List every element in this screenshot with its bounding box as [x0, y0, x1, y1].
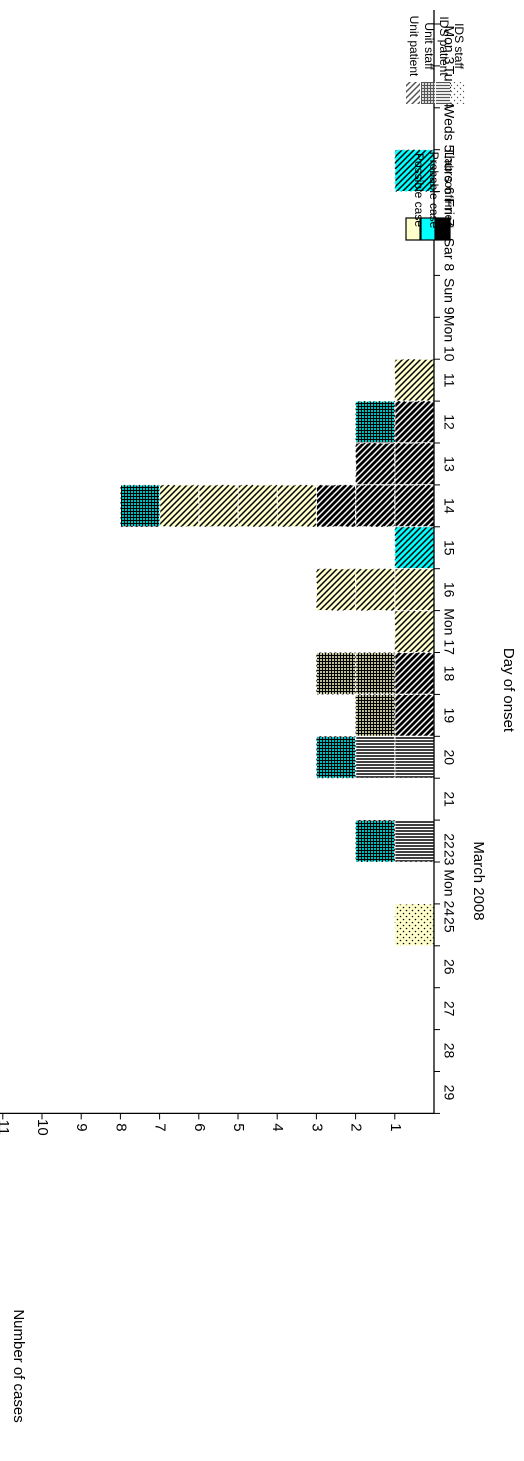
legend-swatch-possible: [405, 217, 421, 241]
legend-label-probable: Probable case: [427, 152, 441, 229]
category-label-weds-5: Weds 5: [441, 105, 457, 152]
legend-label-ids_patient: IDS patient: [437, 16, 451, 76]
y-axis-title: Number of cases: [10, 1309, 27, 1422]
case-square-16-3: [315, 568, 357, 612]
case-square-18-1: [394, 651, 435, 696]
category-label-11: 11: [441, 373, 457, 388]
legend-label-ids_staff: IDS staff: [452, 23, 466, 69]
category-label-15: 15: [441, 540, 457, 556]
category-label-27: 27: [441, 1001, 457, 1017]
category-label-21: 21: [441, 791, 457, 807]
case-square-12-1: [394, 400, 435, 444]
case-square-13-2: [355, 442, 396, 486]
case-square-16-2: [355, 568, 396, 612]
category-label-sun-9: Sun 9: [441, 278, 457, 315]
value-tick-label: 11: [0, 1120, 12, 1136]
category-label-mon-17: Mon 17: [441, 608, 457, 655]
case-square-13-1: [394, 442, 435, 486]
case-square-20-3: [315, 735, 357, 779]
case-square-14-8: [119, 484, 161, 528]
value-tick-label: 5: [230, 1123, 247, 1131]
legend-label-possible: Possible case: [412, 153, 426, 227]
value-tick-label: 4: [269, 1123, 286, 1131]
category-label-23-mon-24: 23 Mon 24: [441, 850, 457, 916]
legend-pattern-ids_staff: [451, 82, 465, 104]
case-square-mon-17-1: [394, 609, 435, 654]
category-label-18: 18: [441, 666, 457, 682]
case-square-22-2: [355, 819, 396, 863]
category-label-13: 13: [441, 456, 457, 472]
case-square-15-1: [394, 526, 435, 570]
legend-label-unit_patient: Unit patient: [407, 16, 421, 77]
case-square-12-2: [355, 400, 396, 444]
category-label-25: 25: [441, 917, 457, 933]
plot-area: [119, 149, 435, 947]
legend-swatch-probable: [420, 217, 436, 241]
legend-pattern-unit_patient: [406, 82, 420, 104]
legend-label-unit_staff: Unit staff: [422, 22, 436, 70]
value-tick-label: 7: [152, 1123, 169, 1131]
value-tick-label: 6: [191, 1123, 208, 1131]
category-label-19: 19: [441, 708, 457, 724]
value-tick-label: 8: [112, 1123, 129, 1131]
case-square-18-2: [355, 651, 396, 696]
category-label-14: 14: [441, 498, 457, 514]
case-square-14-2: [355, 484, 396, 528]
category-label-sar-8: Sar 8: [441, 238, 457, 272]
legend-pattern-unit_staff: [421, 82, 435, 104]
value-tick-label: 2: [348, 1123, 365, 1131]
value-tick-label: 3: [308, 1123, 325, 1131]
legend-pattern-ids_patient: [436, 82, 450, 104]
category-label-mon-10: Mon 10: [441, 315, 457, 362]
case-square-14-4: [276, 484, 318, 528]
case-square-19-1: [394, 693, 435, 737]
category-label-29: 29: [441, 1085, 457, 1101]
case-square-20-1: [394, 735, 435, 779]
category-label-12: 12: [441, 414, 457, 430]
value-tick-label: 9: [73, 1123, 90, 1131]
case-square-20-2: [355, 735, 396, 779]
x-axis-title: Day of onset: [500, 648, 517, 733]
category-label-22: 22: [441, 833, 457, 849]
month-label: March 2008: [470, 841, 487, 920]
legend-label-lab: Lab confirmed: [442, 152, 456, 228]
case-square-14-7: [159, 484, 200, 528]
case-square-25-1: [394, 903, 435, 947]
case-square-18-3: [315, 651, 357, 696]
case-square-14-1: [394, 484, 435, 528]
case-square-22-1: [394, 819, 435, 863]
category-label-thurs-6: Thurs 6: [441, 147, 457, 195]
category-label-28: 28: [441, 1043, 457, 1059]
case-square-11-1: [394, 358, 435, 402]
value-tick-label: 10: [34, 1119, 51, 1136]
case-square-thurs-6-1: [394, 149, 435, 193]
value-tick-label: 1: [387, 1123, 404, 1131]
case-square-14-6: [198, 484, 239, 528]
legend-swatch-lab: [435, 217, 451, 241]
case-square-14-3: [315, 484, 357, 528]
case-square-16-1: [394, 568, 435, 612]
case-square-14-5: [237, 484, 278, 528]
case-square-19-2: [355, 693, 396, 737]
category-label-16: 16: [441, 582, 457, 598]
category-label-20: 20: [441, 749, 457, 765]
category-label-26: 26: [441, 959, 457, 975]
legend: Possible case Probable case Lab confirmed U…: [405, 16, 466, 241]
category-label-mon-3: Mon 3: [441, 25, 457, 64]
